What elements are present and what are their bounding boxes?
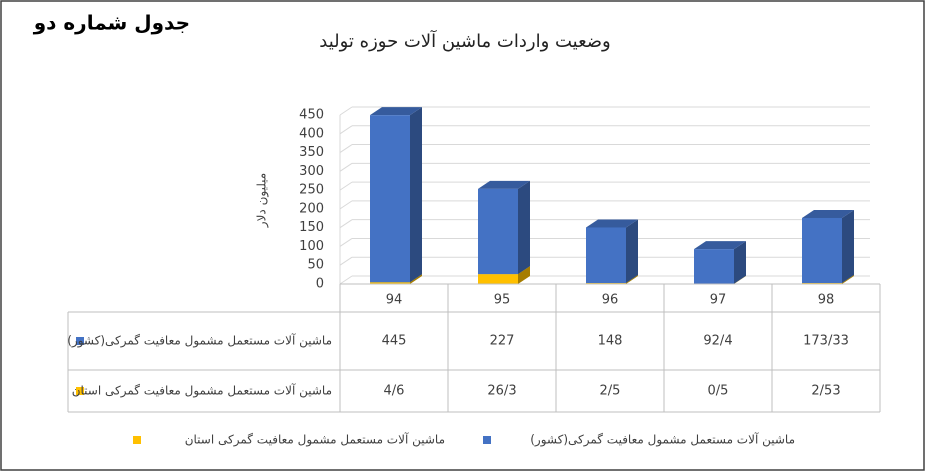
data-label: 148 bbox=[598, 334, 623, 349]
row-label: ماشین آلات مستعمل مشمول معافیت گمرکی است… bbox=[72, 383, 332, 399]
data-label: 2/53 bbox=[811, 384, 840, 399]
data-label: 0/5 bbox=[708, 384, 729, 399]
bar bbox=[802, 218, 842, 283]
bar bbox=[694, 249, 734, 284]
y-tick-label: 300 bbox=[299, 164, 324, 179]
page-label: جدول شماره دو bbox=[33, 11, 190, 35]
y-tick-label: 350 bbox=[299, 145, 324, 160]
x-tick-label: 98 bbox=[818, 293, 835, 308]
chart-title: وضعیت واردات ماشین آلات حوزه تولید bbox=[319, 29, 611, 52]
data-label: 2/5 bbox=[600, 384, 621, 399]
legend-label: ماشین آلات مستعمل مشمول معافیت گمرکی(کشو… bbox=[530, 432, 795, 448]
y-tick-label: 450 bbox=[299, 108, 324, 123]
x-tick-label: 94 bbox=[386, 293, 403, 308]
legend-label: ماشین آلات مستعمل مشمول معافیت گمرکی است… bbox=[185, 432, 445, 448]
y-tick-label: 100 bbox=[299, 239, 324, 254]
data-label: 4/6 bbox=[384, 384, 405, 399]
row-label: ماشین آلات مستعمل مشمول معافیت گمرکی(کشو… bbox=[67, 333, 332, 349]
bar bbox=[370, 115, 410, 282]
x-tick-label: 95 bbox=[494, 293, 511, 308]
x-tick-label: 97 bbox=[710, 293, 727, 308]
x-tick-label: 96 bbox=[602, 293, 619, 308]
bar bbox=[478, 189, 518, 274]
y-tick-label: 0 bbox=[316, 277, 324, 292]
data-label: 227 bbox=[490, 334, 515, 349]
data-label: 445 bbox=[382, 334, 407, 349]
y-tick-label: 150 bbox=[299, 220, 324, 235]
data-label: 26/3 bbox=[487, 384, 516, 399]
y-tick-label: 250 bbox=[299, 183, 324, 198]
legend-swatch bbox=[483, 436, 491, 444]
y-tick-label: 400 bbox=[299, 126, 324, 141]
y-tick-label: 50 bbox=[307, 258, 324, 273]
bar bbox=[478, 274, 518, 284]
bar-side bbox=[626, 219, 638, 283]
bar-side bbox=[518, 181, 530, 274]
data-label: 173/33 bbox=[803, 334, 849, 349]
bar-side bbox=[410, 107, 422, 282]
bar-side bbox=[842, 210, 854, 283]
legend-swatch bbox=[133, 436, 141, 444]
y-axis-label: میلیون دلار bbox=[255, 173, 270, 228]
bar bbox=[586, 227, 626, 283]
y-tick-label: 200 bbox=[299, 201, 324, 216]
data-label: 92/4 bbox=[703, 334, 732, 349]
